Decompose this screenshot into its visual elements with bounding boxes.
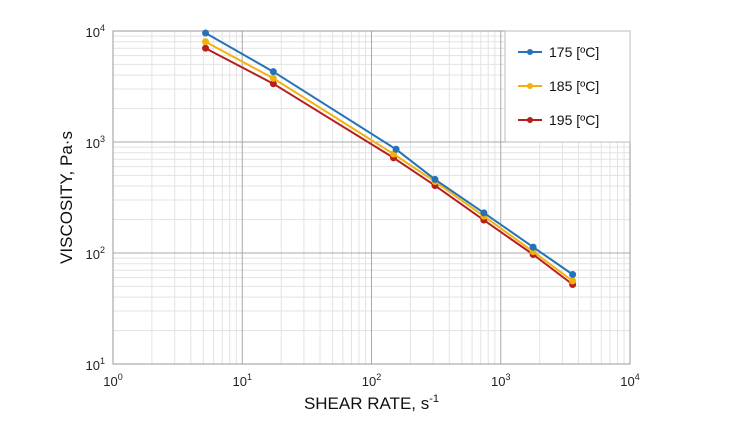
y-tick-exponent: 2	[100, 245, 105, 255]
x-tick-base: 10	[103, 374, 117, 389]
x-tick-label: 103	[491, 372, 510, 389]
series-1	[202, 29, 577, 279]
x-tick-exponent: 2	[376, 372, 381, 382]
series-layer	[202, 29, 577, 289]
legend-marker-175	[527, 49, 533, 55]
x-tick-base: 10	[233, 374, 247, 389]
data-point	[569, 271, 577, 279]
legend: 175 [ºC] 185 [ºC] 195 [ºC]	[504, 30, 631, 143]
y-tick-base: 10	[86, 247, 100, 262]
legend-label-195: 195 [ºC]	[549, 112, 599, 128]
data-point	[480, 209, 488, 217]
legend-item-185: 185 [ºC]	[518, 78, 599, 94]
y-axis-title: VISCOSITY, Pa·s	[57, 131, 76, 264]
data-point	[202, 29, 210, 37]
legend-marker-195	[527, 117, 533, 123]
legend-label-185: 185 [ºC]	[549, 78, 599, 94]
legend-label-175: 175 [ºC]	[549, 44, 599, 60]
x-tick-labels: 100 101 102 103 104	[103, 372, 639, 389]
y-tick-label: 102	[86, 245, 105, 262]
x-tick-base: 10	[491, 374, 505, 389]
legend-marker-185	[527, 83, 533, 89]
x-tick-exponent: 0	[118, 372, 123, 382]
y-tick-base: 10	[86, 25, 100, 40]
y-tick-label: 103	[86, 134, 105, 151]
legend-item-195: 195 [ºC]	[518, 112, 599, 128]
data-point	[269, 68, 277, 76]
y-tick-base: 10	[86, 136, 100, 151]
x-tick-label: 102	[362, 372, 381, 389]
data-point	[202, 44, 210, 52]
y-tick-exponent: 3	[100, 134, 105, 144]
y-tick-exponent: 1	[100, 356, 105, 366]
data-point	[392, 145, 400, 153]
x-tick-label: 100	[103, 372, 122, 389]
x-axis-title: SHEAR RATE, s-1	[304, 393, 439, 413]
y-tick-exponent: 4	[100, 23, 105, 33]
data-point	[529, 243, 537, 251]
y-tick-label: 101	[86, 356, 105, 373]
x-tick-exponent: 1	[247, 372, 252, 382]
y-tick-base: 10	[86, 358, 100, 373]
x-tick-base: 10	[362, 374, 376, 389]
data-point	[431, 175, 439, 183]
x-tick-label: 104	[620, 372, 639, 389]
y-tick-label: 104	[86, 23, 105, 40]
x-tick-base: 10	[620, 374, 634, 389]
data-point	[269, 74, 277, 82]
data-point	[202, 38, 210, 46]
plot-frame	[112, 30, 631, 365]
data-point	[569, 277, 577, 285]
x-tick-exponent: 4	[635, 372, 640, 382]
x-tick-exponent: 3	[505, 372, 510, 382]
legend-item-175: 175 [ºC]	[518, 44, 599, 60]
x-tick-label: 101	[233, 372, 252, 389]
